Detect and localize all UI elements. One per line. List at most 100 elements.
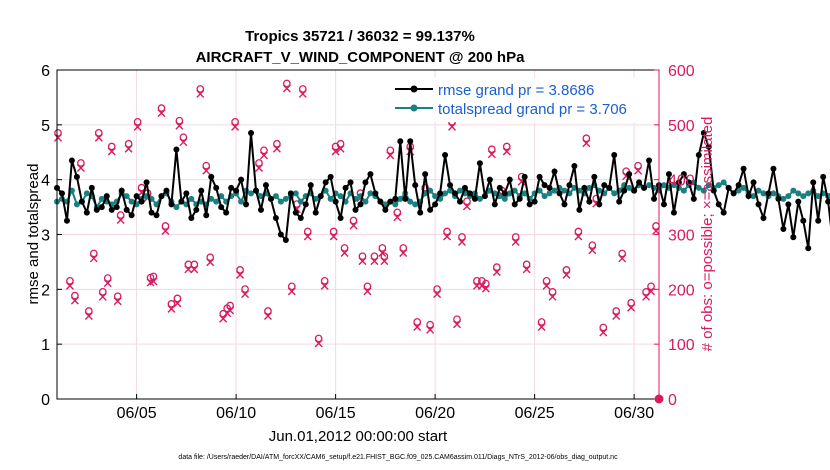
grid-lines [57,70,659,399]
obs-possible-point [196,85,205,93]
totalspread-point [720,179,727,186]
obs-assimilated-point [89,254,98,263]
rmse-point [133,193,140,200]
left-axis: 0 1 2 3 4 5 6 [41,63,62,409]
totalspread-point [362,198,369,205]
obs-assimilated-point [634,166,643,175]
totalspread-point [551,187,558,194]
rmse-point [183,190,190,197]
obs-assimilated-point [522,265,531,274]
obs-assimilated-point [582,139,591,148]
totalspread-point [760,190,767,197]
series-layer [54,129,830,252]
rmse-point [521,173,528,180]
obs-assimilated-point [282,84,291,93]
obs-assimilated-point [443,232,452,241]
obs-assimilated-point [453,320,462,329]
rmse-point [536,173,543,180]
totalspread-point [785,193,792,200]
obs-possible-point [599,323,608,332]
obs-assimilated-point [107,147,116,156]
y-right-tick-label: 500 [668,118,695,135]
obs-possible-point [492,263,501,271]
totalspread-point [715,182,722,189]
totalspread-point [412,201,419,208]
obs-possible-point [116,211,125,219]
x-tick-label: 06/30 [614,405,654,422]
obs-assimilated-point [133,122,142,131]
obs-possible-point [618,249,627,258]
rmse-point [476,160,483,167]
rmse-point [715,201,722,208]
totalspread-point [476,195,483,202]
rmse-point [277,231,284,238]
obs-possible-point [647,282,655,291]
y-axis-right-label: # of obs: o=possible; ×=assimilated [699,117,716,352]
obs-assimilated-point [363,287,372,296]
rmse-point [705,143,712,150]
chart-title-line1: Tropics 35721 / 36032 = 99.137% [245,28,475,45]
obs-possible-point [511,233,520,241]
rmse-point [108,206,115,213]
y-right-tick-label: 200 [668,282,695,299]
obs-possible-point [149,272,158,281]
totalspread-point [272,193,279,200]
rmse-point [188,215,195,222]
totalspread-point [277,198,284,205]
obs-possible-point [473,276,481,285]
obs-possible-point [175,116,184,125]
obs-assimilated-point [588,246,597,255]
rmse-point [511,201,518,208]
obs-assimilated-point [448,122,457,131]
rmse-point [785,201,792,208]
rmse-point [233,187,240,194]
rmse-point [471,195,478,202]
obs-possible-point [370,252,379,261]
chart-title-line2: AIRCRAFT_V_WIND_COMPONENT @ 200 hPa [196,49,526,66]
rmse-point [153,212,160,219]
obs-possible-point [206,253,215,262]
obs-assimilated-point [340,248,349,257]
rmse-point [203,212,210,219]
rmse-point [486,176,493,183]
obs-assimilated-point [113,297,122,306]
obs-possible-point [54,128,62,137]
totalspread-point [98,195,105,202]
obs-possible-point [320,276,329,285]
legend-spread-marker [410,104,418,112]
rmse-point [646,157,653,164]
rmse-point [228,184,235,191]
rmse-point [93,206,100,213]
y-right-tick-label: 0 [668,392,677,409]
rmse-point [118,187,125,194]
rmse-point [357,201,364,208]
obs-assimilated-point [358,257,367,266]
totalspread-point [282,195,289,202]
totalspread-point [705,182,712,189]
totalspread-point [367,190,374,197]
obs-assimilated-point [349,221,358,230]
rmse-point [541,182,548,189]
obs-possible-point [167,300,176,308]
obs-possible-point [574,227,583,236]
y-axis-left-label: rmse and totalspread [25,164,42,305]
totalspread-point [392,201,399,208]
totalspread-point [123,193,130,200]
obs-assimilated-point [502,147,511,156]
totalspread-point [541,193,548,200]
rmse-point [382,206,389,213]
rmse-point [586,198,593,205]
obs-possible-point [378,244,387,252]
x-axis: 06/05 06/10 06/15 06/20 06/25 06/30 [117,394,654,422]
obs-assimilated-point [263,312,272,321]
obs-possible-point [336,139,345,148]
obs-possible-point [89,249,98,258]
obs-possible-point [287,282,296,291]
rmse-point [148,209,155,216]
obs-assimilated-point [65,281,74,290]
totalspread-point [456,187,463,194]
obs-assimilated-point [254,163,263,172]
rmse-point [805,245,812,252]
rmse-point [601,182,608,189]
right-axis: 0 100 200 300 400 500 600 [654,63,695,409]
